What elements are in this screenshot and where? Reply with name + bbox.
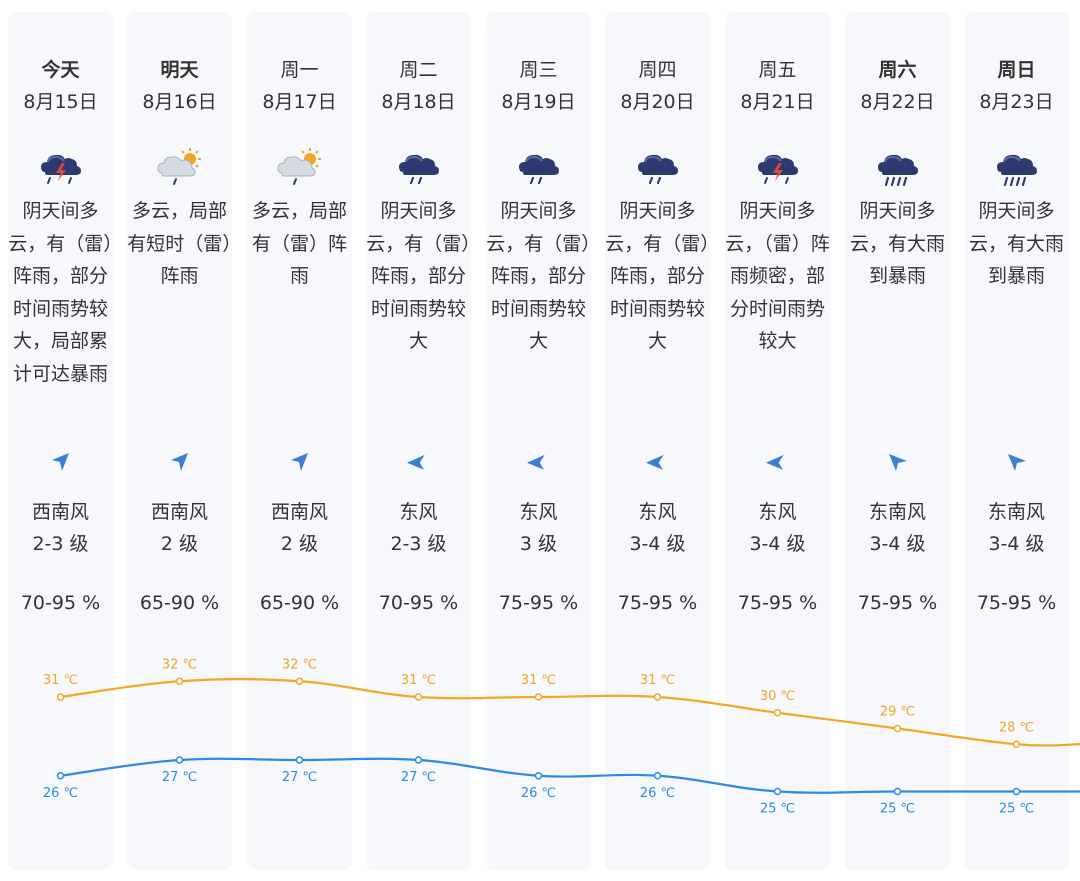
arrow-west-icon <box>765 454 784 470</box>
humidity: 75-95 % <box>498 592 579 614</box>
weather-description: 阴天间多云，有（雷）阵雨，部分时间雨势较大 <box>366 200 471 352</box>
day-label: 周三 <box>519 59 558 81</box>
wind-direction: 东南风 <box>868 501 926 523</box>
humidity: 70-95 % <box>378 592 459 614</box>
wind-direction: 西南风 <box>150 501 208 523</box>
day-date: 8月16日 <box>142 91 217 113</box>
day-date: 8月20日 <box>620 91 695 113</box>
wind-level: 3 级 <box>519 533 558 555</box>
wind-direction: 东风 <box>638 501 677 523</box>
wind-level: 2 级 <box>160 533 199 555</box>
day-date: 8月19日 <box>501 91 576 113</box>
heavy-rain-icon <box>877 154 918 186</box>
wind-direction: 东风 <box>399 501 438 523</box>
day-label: 周五 <box>758 59 797 81</box>
weather-description: 阴天间多云，（雷）阵雨频密，部分时间雨势较大 <box>725 200 830 352</box>
arrow-northwest-icon <box>1007 454 1026 471</box>
weather-description: 阴天间多云，有大雨到暴雨 <box>849 200 945 287</box>
wind-level: 3-4 级 <box>869 533 926 555</box>
day-label: 周一 <box>280 59 319 81</box>
wind-level: 2-3 级 <box>390 533 447 555</box>
day-label: 周四 <box>638 59 677 81</box>
day-date: 8月21日 <box>740 91 815 113</box>
arrow-northeast-icon <box>290 453 308 471</box>
wind-level: 2 级 <box>280 533 319 555</box>
wind-level: 3-4 级 <box>988 533 1045 555</box>
forecast-day-column: 周五 8月21日 阴天间多云，（雷）阵雨频密，部分时间雨势较大 东风 3-4 级… <box>725 12 830 870</box>
weather-description: 阴天间多云，有（雷）阵雨，部分时间雨势较大，局部累计可达暴雨 <box>8 200 113 385</box>
day-label: 周日 <box>997 59 1036 81</box>
arrow-west-icon <box>526 454 545 470</box>
rain-cloud-icon <box>637 154 678 185</box>
arrow-northeast-icon <box>170 453 188 471</box>
day-label: 今天 <box>41 59 80 81</box>
day-date: 8月18日 <box>381 91 456 113</box>
humidity: 70-95 % <box>20 592 101 614</box>
humidity: 65-90 % <box>139 592 220 614</box>
heavy-rain-icon <box>996 154 1037 186</box>
day-date: 8月22日 <box>860 91 935 113</box>
humidity: 75-95 % <box>737 592 818 614</box>
thunderstorm-icon <box>757 154 798 184</box>
forecast-day-column: 周四 8月20日 阴天间多云，有（雷）阵雨，部分时间雨势较大 东风 3-4 级 … <box>605 12 710 870</box>
weather-description: 阴天间多云，有大雨到暴雨 <box>968 200 1064 287</box>
arrow-northwest-icon <box>888 454 907 471</box>
wind-level: 3-4 级 <box>629 533 686 555</box>
humidity: 75-95 % <box>976 592 1057 614</box>
arrow-west-icon <box>406 454 425 470</box>
humidity: 65-90 % <box>259 592 340 614</box>
forecast-day-column: 明天 8月16日 多云，局部有短时（雷）阵雨 西南风 2 级 65-90 % <box>127 12 232 870</box>
forecast-day-column: 周日 8月23日 阴天间多云，有大雨到暴雨 东南风 3-4 级 75-95 % <box>964 12 1069 870</box>
day-label: 明天 <box>160 59 199 81</box>
weather-description: 多云，局部有短时（雷）阵雨 <box>127 200 232 287</box>
humidity: 75-95 % <box>857 592 938 614</box>
wind-direction: 西南风 <box>270 501 328 523</box>
rain-cloud-icon <box>398 154 439 185</box>
rain-cloud-icon <box>518 154 559 185</box>
arrow-west-icon <box>645 454 664 470</box>
day-label: 周二 <box>399 59 438 81</box>
day-date: 8月15日 <box>23 91 98 113</box>
forecast-day-column: 周二 8月18日 阴天间多云，有（雷）阵雨，部分时间雨势较大 东风 2-3 级 … <box>366 12 471 870</box>
wind-level: 2-3 级 <box>32 533 89 555</box>
day-date: 8月23日 <box>979 91 1054 113</box>
arrow-northeast-icon <box>51 453 69 471</box>
weather-description: 多云，局部有（雷）阵雨 <box>251 200 347 287</box>
day-label: 周六 <box>878 59 917 81</box>
wind-direction: 西南风 <box>31 501 89 523</box>
wind-direction: 东风 <box>758 501 797 523</box>
forecast-day-column: 今天 8月15日 阴天间多云，有（雷）阵雨，部分时间雨势较大，局部累计可达暴雨 … <box>8 12 113 870</box>
forecast-day-column: 周六 8月22日 阴天间多云，有大雨到暴雨 东南风 3-4 级 75-95 % <box>845 12 950 870</box>
wind-direction: 东南风 <box>987 501 1045 523</box>
forecast-day-column: 周三 8月19日 阴天间多云，有（雷）阵雨，部分时间雨势较大 东风 3 级 75… <box>486 12 591 870</box>
weather-description: 阴天间多云，有（雷）阵雨，部分时间雨势较大 <box>605 200 710 352</box>
weather-description: 阴天间多云，有（雷）阵雨，部分时间雨势较大 <box>486 200 591 352</box>
partly-cloudy-rain-icon <box>156 148 201 185</box>
forecast-day-column: 周一 8月17日 多云，局部有（雷）阵雨 西南风 2 级 65-90 % <box>247 12 352 870</box>
wind-level: 3-4 级 <box>749 533 806 555</box>
day-date: 8月17日 <box>262 91 337 113</box>
thunderstorm-icon <box>40 154 81 184</box>
humidity: 75-95 % <box>617 592 698 614</box>
partly-cloudy-rain-icon <box>276 148 321 185</box>
wind-direction: 东风 <box>519 501 558 523</box>
